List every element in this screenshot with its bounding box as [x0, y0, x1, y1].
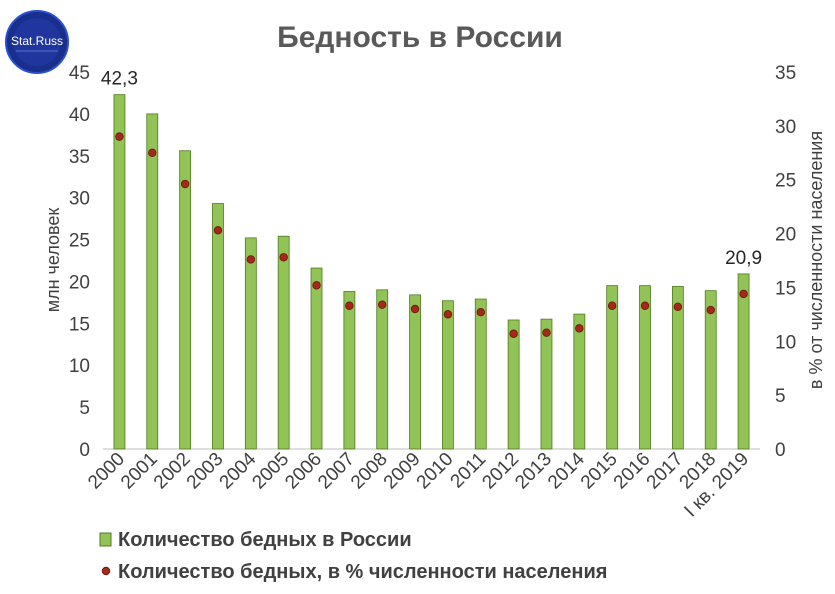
marker-point [378, 300, 387, 309]
marker-point [443, 310, 453, 319]
x-tick-label: 2005 [248, 449, 293, 494]
y-tick-label: 40 [69, 105, 90, 126]
stat-russ-logo: Stat.Russ [5, 10, 69, 74]
marker-point [476, 308, 485, 317]
bar [244, 237, 257, 450]
bar [737, 273, 750, 450]
plot-area: 0 5 10 15 20 25 30 35 40 45 0 5 10 15 20 25 30 35 20002001… [69, 63, 796, 521]
legend-label-bars: Количество бедных в России [118, 529, 412, 551]
x-tick-label: 2003 [183, 449, 228, 494]
y-tick-label: 30 [69, 189, 90, 210]
y2-tick-label: 10 [775, 332, 796, 353]
y-tick-label: 35 [69, 147, 90, 168]
x-tick-label: 2006 [281, 449, 326, 494]
marker-point [148, 148, 157, 157]
x-tick-label: 2017 [643, 449, 688, 494]
bar [704, 290, 717, 450]
y-tick-label: 25 [69, 231, 90, 252]
bar [113, 94, 126, 450]
y2-tick-label: 5 [775, 386, 786, 407]
y2-tick-label: 15 [775, 278, 796, 299]
y2-tick-label: 20 [775, 225, 796, 246]
bar [146, 113, 159, 450]
marker-point [312, 281, 321, 290]
bar [606, 285, 619, 450]
x-tick-label: 2000 [84, 449, 129, 494]
y-tick-label: 15 [69, 314, 90, 335]
y2-tick-label: 35 [775, 63, 796, 84]
bar [409, 294, 421, 450]
marker-point [640, 301, 650, 310]
bar [442, 300, 454, 450]
bar [639, 285, 651, 450]
x-tick-label: 2004 [216, 448, 261, 493]
y-tick-label: 20 [69, 272, 90, 293]
marker-point [279, 253, 288, 262]
marker-point [213, 226, 223, 235]
y-axis-title: млн человек [43, 208, 63, 313]
x-tick-label: 2002 [150, 449, 195, 494]
y2-tick-label: 25 [775, 171, 796, 192]
marker-point [180, 179, 190, 189]
x-tick-label: 2014 [544, 448, 589, 493]
legend-bar-swatch [99, 532, 112, 547]
marker-point [345, 301, 354, 310]
bar [277, 235, 290, 450]
marker-point [115, 132, 124, 141]
bar [474, 298, 487, 450]
legend-label-markers: Количество бедных, в % численности насел… [118, 561, 607, 583]
marker-point [739, 289, 748, 299]
bar [671, 286, 684, 450]
marker-point [509, 329, 518, 338]
x-tick-label: 2012 [478, 449, 523, 494]
y2-axis-title: в % от численности населения [806, 131, 826, 389]
y-tick-label: 0 [79, 440, 90, 461]
x-tick-label: 2001 [117, 449, 162, 494]
x-tick-label: 2007 [314, 449, 359, 494]
chart-title: Бедность в России [277, 21, 563, 54]
y2-tick-label: 30 [775, 117, 796, 138]
marker-point [706, 305, 715, 315]
bar [507, 319, 520, 450]
bar [310, 267, 323, 450]
marker-point [673, 302, 683, 312]
data-label: 20,9 [725, 248, 762, 269]
y2-tick-label: 0 [775, 440, 786, 461]
x-tick-label: 2015 [577, 449, 622, 494]
x-tick-label: 2016 [610, 449, 655, 494]
bar [376, 289, 389, 450]
marker-point [607, 301, 617, 310]
y-tick-label: 5 [79, 398, 90, 419]
marker-point [542, 328, 551, 337]
bar [540, 318, 553, 450]
x-tick-label: 2009 [380, 449, 425, 494]
legend-marker-swatch [101, 566, 111, 576]
bar [573, 313, 586, 450]
bar [343, 291, 356, 450]
legend: Количество бедных в России Количество бе… [99, 529, 607, 583]
marker-point [410, 304, 420, 314]
x-tick-label: 2011 [447, 449, 491, 493]
bar [179, 150, 192, 450]
data-label: 42,3 [101, 69, 138, 90]
x-tick-label: 2010 [413, 449, 458, 494]
logo-text: Stat.Russ [11, 34, 63, 48]
y-tick-label: 10 [69, 356, 90, 377]
marker-point [575, 324, 584, 333]
marker-point [246, 255, 256, 264]
x-tick-label: 2008 [347, 449, 392, 494]
x-tick-label: 2013 [511, 449, 556, 494]
bar [212, 203, 224, 450]
y-tick-label: 45 [69, 63, 90, 84]
